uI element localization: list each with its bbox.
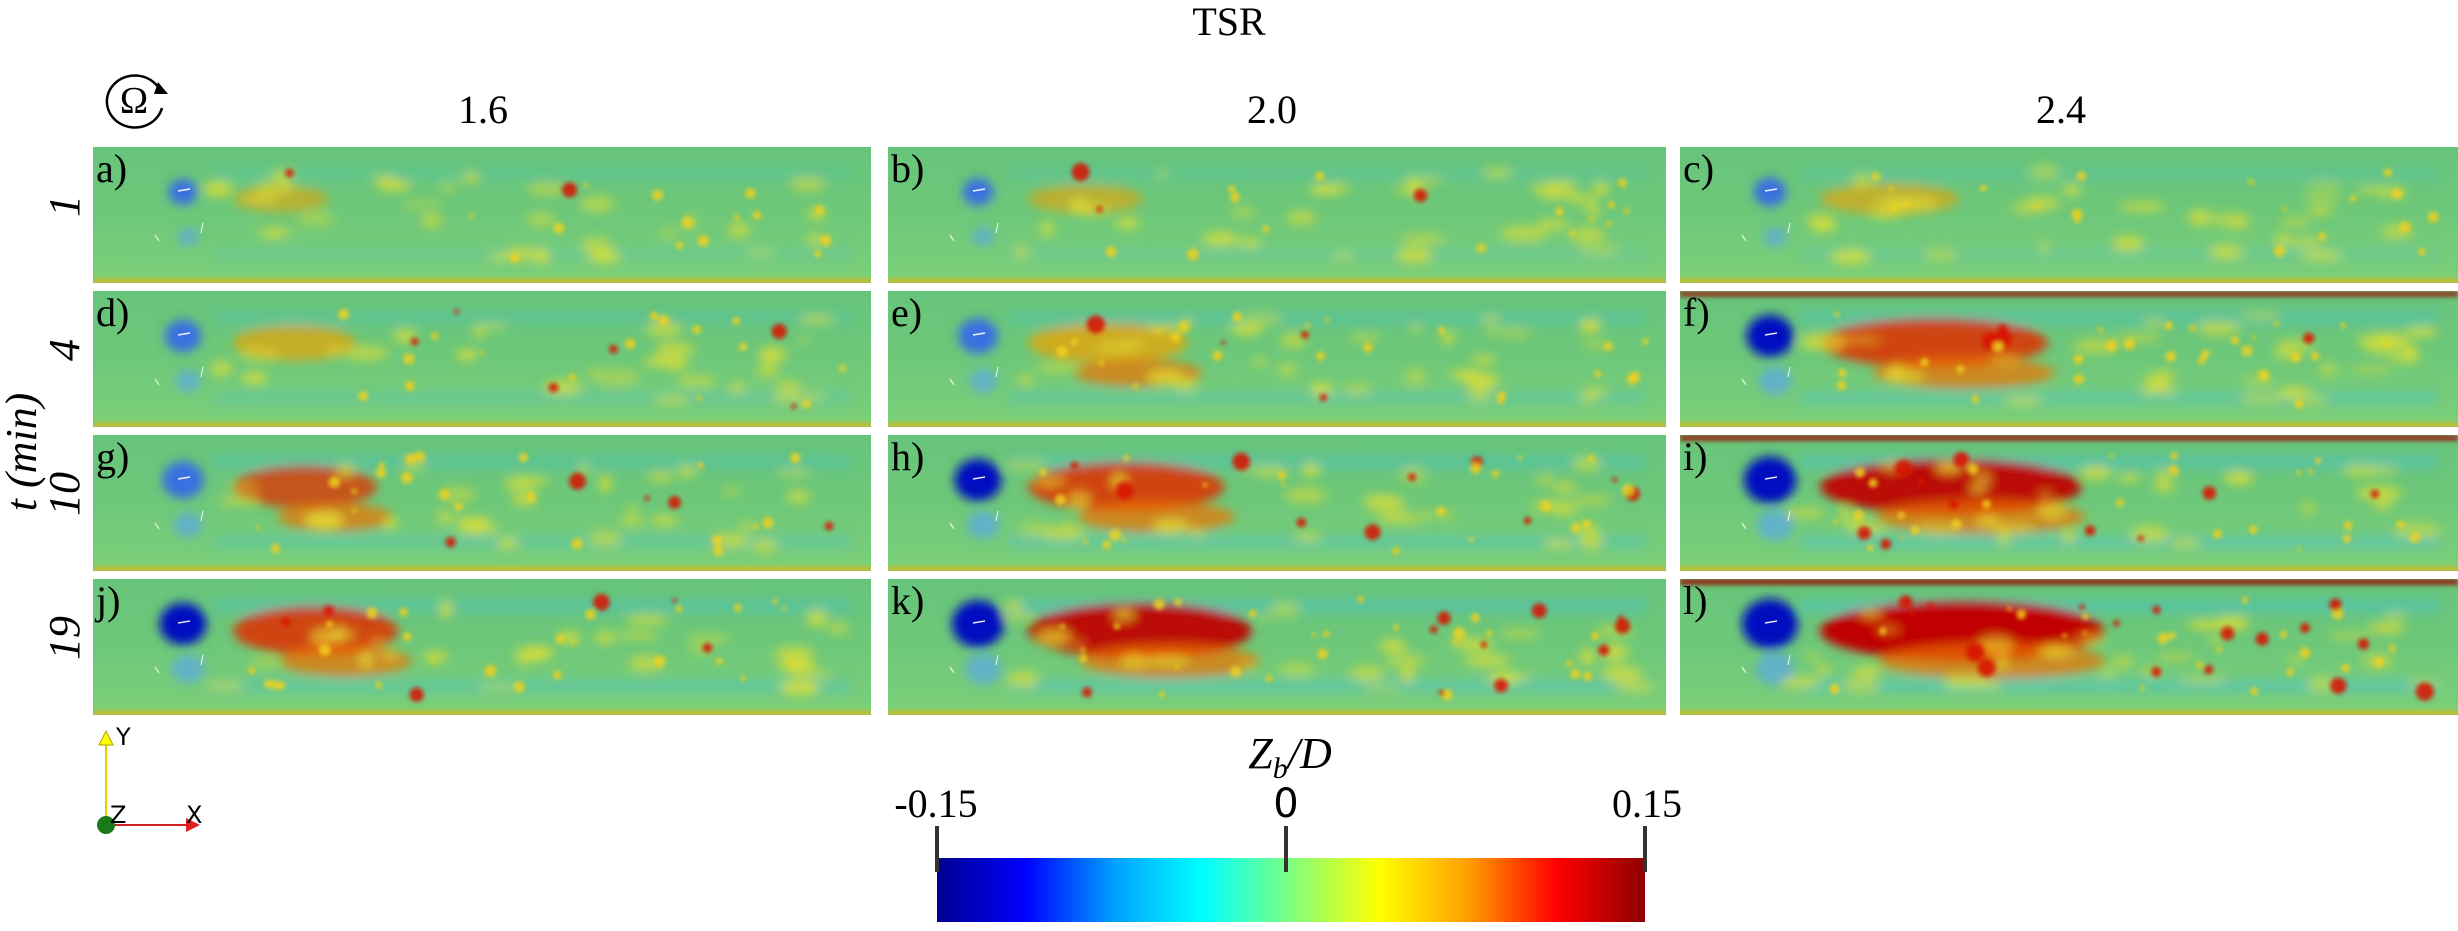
colorbar-max-label: 0.15 xyxy=(1612,781,1682,826)
panel-i: i) xyxy=(1680,435,2458,571)
panel-c: c) xyxy=(1680,147,2458,283)
row-label-t-1: 1 xyxy=(40,195,89,217)
column-group-title: TSR xyxy=(1192,0,1266,44)
panel-label: a) xyxy=(96,147,128,191)
panel-label: k) xyxy=(891,579,925,623)
column-header-tsr-1-6: 1.6 xyxy=(458,87,508,132)
colorbar-min-label: -0.15 xyxy=(894,781,978,826)
colorbar-title-var: Z xyxy=(1248,729,1273,778)
row-label-t-19: 19 xyxy=(40,616,89,660)
panel-d: d) xyxy=(93,291,871,427)
panel-l: l) xyxy=(1680,579,2458,715)
panel-label: i) xyxy=(1683,435,1708,479)
panel-j: j) xyxy=(93,579,871,715)
panel-f: f) xyxy=(1680,291,2458,427)
coordinate-triad: Y Z X xyxy=(90,725,220,840)
column-header-tsr-2-4: 2.4 xyxy=(2036,87,2086,132)
triad-x-label: X xyxy=(186,801,203,829)
panel-label: j) xyxy=(96,579,121,623)
row-label-t-4: 4 xyxy=(40,339,89,361)
rotation-icon: Ω xyxy=(100,68,176,132)
panel-label: f) xyxy=(1683,291,1710,335)
panel-k: k) xyxy=(888,579,1666,715)
panel-label: b) xyxy=(891,147,925,191)
colorbar-title-sub: b xyxy=(1272,751,1288,785)
panel-label: c) xyxy=(1683,147,1715,191)
panel-label: g) xyxy=(96,435,130,479)
panel-h: h) xyxy=(888,435,1666,571)
colorbar-gradient xyxy=(937,858,1645,922)
panel-label: h) xyxy=(891,435,925,479)
panel-g: g) xyxy=(93,435,871,571)
rotation-symbol: Ω xyxy=(120,80,148,122)
panel-b: b) xyxy=(888,147,1666,283)
column-header-tsr-2-0: 2.0 xyxy=(1247,87,1297,132)
row-label-t-10: 10 xyxy=(40,472,89,516)
triad-z-label: Z xyxy=(110,801,127,829)
colorbar-title: Zb/D xyxy=(1140,728,1440,786)
panel-e: e) xyxy=(888,291,1666,427)
panel-label: e) xyxy=(891,291,923,335)
colorbar xyxy=(935,826,1655,926)
colorbar-mid-label: 0 xyxy=(1273,781,1299,827)
panel-label: l) xyxy=(1683,579,1708,623)
time-axis-label: t (min) xyxy=(0,352,46,552)
panel-label: d) xyxy=(96,291,130,335)
panel-a: a) xyxy=(93,147,871,283)
colorbar-title-rest: /D xyxy=(1287,729,1332,778)
triad-y-label: Y xyxy=(116,723,131,751)
